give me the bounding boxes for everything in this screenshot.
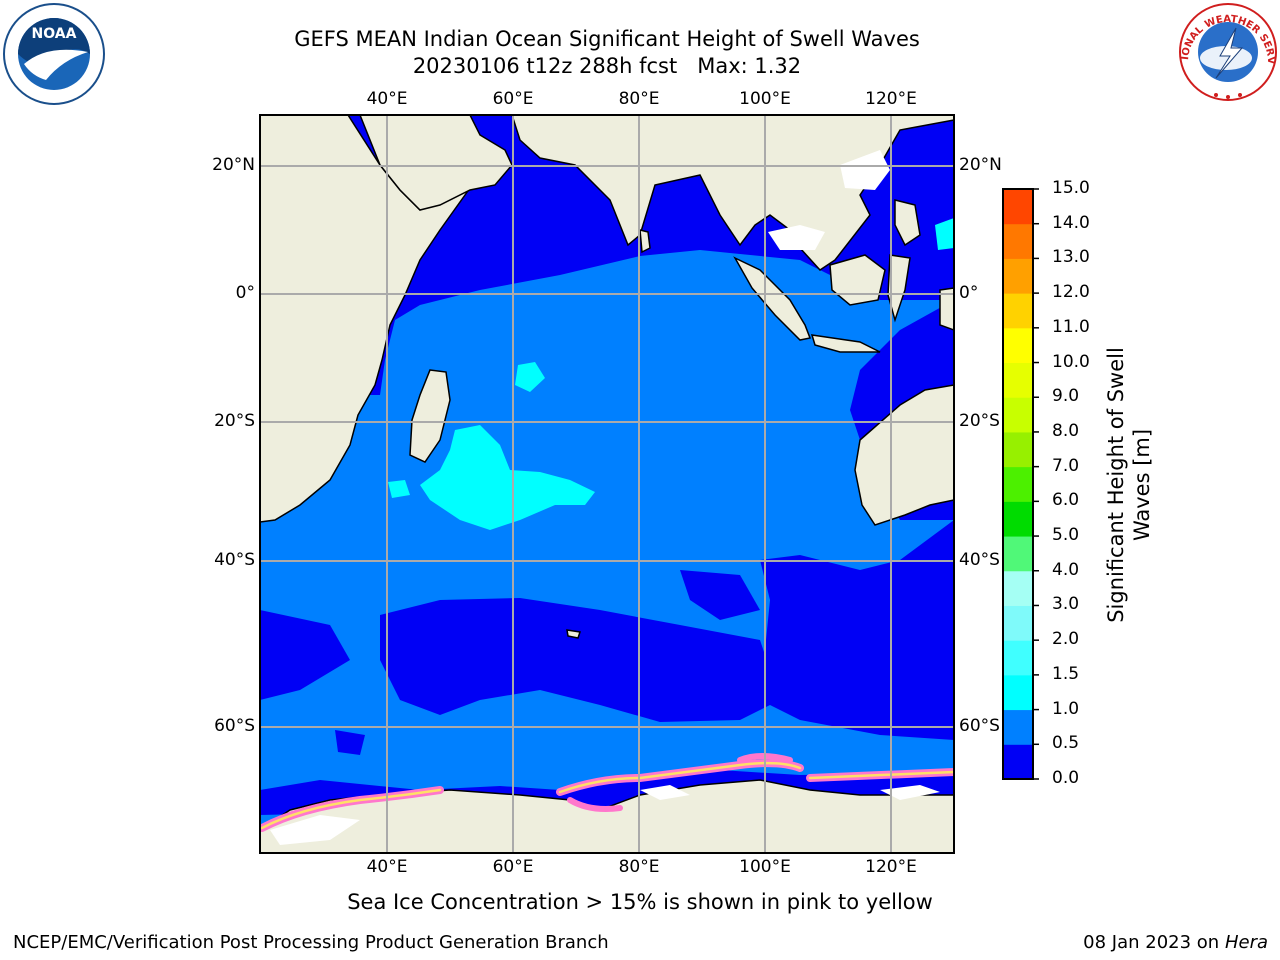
lat-label-right-20n: 20°N (959, 155, 1002, 175)
colorbar-segment (1003, 709, 1033, 745)
colorbar-segment (1003, 258, 1033, 294)
colorbar-tick-label: 5.0 (1052, 525, 1080, 546)
lat-label-right-20s: 20°S (959, 411, 1000, 431)
colorbar-tick-label: 14.0 (1052, 212, 1090, 233)
lon-label-bottom-100e: 100°E (739, 857, 791, 877)
nws-logo: NATIONAL WEATHER SERVICE (1176, 2, 1277, 101)
lat-label-left-40s: 40°S (214, 550, 255, 570)
colorbar-segment (1003, 744, 1033, 780)
colorbar-segment (1003, 223, 1033, 259)
colorbar-tick-label: 1.5 (1052, 663, 1080, 684)
colorbar-tick-label: 9.0 (1052, 386, 1080, 407)
lat-label-left-0: 0° (235, 283, 255, 303)
lat-label-left-20n: 20°N (212, 155, 255, 175)
colorbar-segment (1003, 501, 1033, 537)
colorbar-segment (1003, 362, 1033, 398)
lat-label-left-20s: 20°S (214, 411, 255, 431)
lon-label-bottom-40e: 40°E (366, 857, 408, 877)
colorbar-segment (1003, 466, 1033, 502)
lon-label-bottom-60e: 60°E (492, 857, 534, 877)
lon-label-bottom-80e: 80°E (618, 857, 660, 877)
lon-label-top-100e: 100°E (739, 89, 791, 109)
colorbar-tick-label: 2.0 (1052, 629, 1080, 650)
sea-ice-edge (260, 753, 954, 832)
colorbar-segment (1003, 293, 1033, 329)
colorbar-tick-label: 0.5 (1052, 733, 1080, 754)
footer-source: NCEP/EMC/Verification Post Processing Pr… (13, 932, 609, 953)
colorbar-tick-label: 12.0 (1052, 282, 1090, 303)
colorbar-tick-label: 6.0 (1052, 490, 1080, 511)
graticule (260, 115, 954, 853)
colorbar-segment (1003, 674, 1033, 711)
colorbar-title: Significant Height of Swell Waves [m] (1103, 347, 1155, 623)
lat-label-right-0: 0° (959, 283, 979, 303)
map-title-line2: 20230106 t12z 288h fcst Max: 1.32 (412, 54, 802, 78)
colorbar-segment (1003, 605, 1033, 641)
colorbar-title-line1: Significant Height of Swell (1104, 347, 1128, 623)
map-frame (259, 114, 955, 854)
colorbar-frame (1002, 188, 1034, 780)
white-patches (270, 150, 940, 845)
colorbar-tick-label: 10.0 (1052, 351, 1090, 372)
lon-label-top-120e: 120°E (865, 89, 917, 109)
colorbar-title-line2: Waves [m] (1130, 428, 1154, 542)
colorbar-segment (1003, 397, 1033, 433)
noaa-logo: NOAA (3, 3, 105, 105)
colorbar-segment (1003, 536, 1033, 572)
colorbar-tick-label: 15.0 (1052, 178, 1090, 198)
colorbar-segment (1003, 189, 1033, 225)
colorbar-segment (1003, 570, 1033, 606)
colorbar-tick-label: 11.0 (1052, 316, 1090, 337)
lon-label-bottom-120e: 120°E (865, 857, 917, 877)
lat-label-right-60s: 60°S (959, 716, 1000, 736)
lat-label-left-60s: 60°S (214, 716, 255, 736)
colorbar-tick-label: 0.0 (1052, 768, 1080, 788)
colorbar-tick-label: 8.0 (1052, 420, 1080, 441)
colorbar-segment (1003, 431, 1033, 468)
colorbar-segment (1003, 327, 1033, 364)
map-title-line1: GEFS MEAN Indian Ocean Significant Heigh… (294, 27, 920, 51)
high-swell-areas (388, 218, 954, 530)
colorbar-tick-label: 7.0 (1052, 455, 1080, 476)
noaa-logo-text: NOAA (32, 26, 77, 42)
footer-date-text: 08 Jan 2023 on (1083, 932, 1225, 953)
colorbar-tick-label: 1.0 (1052, 698, 1080, 719)
lon-label-top-80e: 80°E (618, 89, 660, 109)
colorbar-tick-label: 4.0 (1052, 559, 1080, 580)
colorbar-tick-label: 13.0 (1052, 247, 1090, 268)
lat-label-right-40s: 40°S (959, 550, 1000, 570)
lon-label-top-60e: 60°E (492, 89, 534, 109)
colorbar-segment (1003, 640, 1033, 676)
footer-machine: Hera (1224, 932, 1268, 953)
colorbar-tick-label: 3.0 (1052, 594, 1080, 615)
footer-date: 08 Jan 2023 on Hera (1083, 932, 1268, 953)
lon-label-top-40e: 40°E (366, 89, 408, 109)
sea-ice-caption: Sea Ice Concentration > 15% is shown in … (347, 890, 933, 914)
